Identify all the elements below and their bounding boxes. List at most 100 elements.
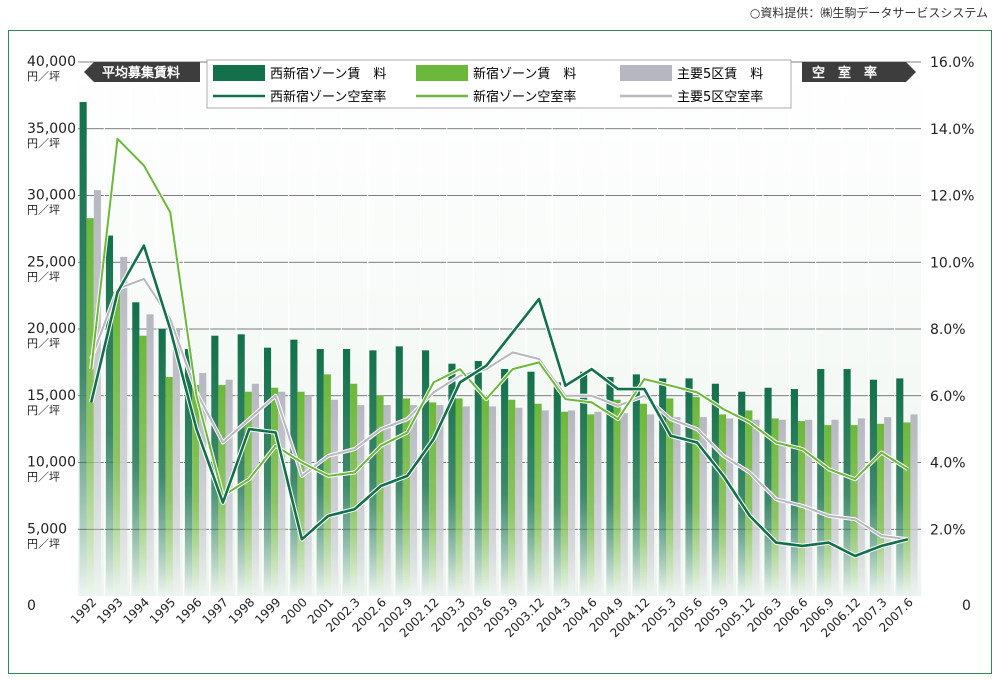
left-tick-label: 35,000: [27, 121, 76, 137]
bar-2-2007.6: [910, 414, 918, 596]
bar-0-2007.3: [869, 379, 878, 596]
bar-1-2001: [323, 374, 331, 596]
line-series-group: [88, 136, 909, 559]
left-tick-label: 5,000: [27, 521, 67, 537]
bar-2-1992: [93, 190, 101, 596]
bar-1-2006.12: [850, 425, 858, 596]
legend-label-main5-rent: 主要5区賃 料: [677, 67, 763, 82]
bar-1-2004.9: [613, 399, 621, 596]
vacancy-line-0: [89, 244, 909, 558]
right-tick-label: 10.0%: [930, 255, 974, 271]
source-note: ○資料提供：㈱生駒データサービスシステム: [749, 6, 988, 20]
x-tick-label: 1992: [68, 595, 99, 626]
bar-1-1996: [192, 385, 200, 596]
bar-2-2004.6: [594, 411, 602, 596]
left-tick-unit: 円／坪: [27, 204, 60, 217]
bar-1-2007.3: [877, 423, 885, 596]
bar-0-1994: [132, 302, 140, 596]
bar-2-1993: [120, 256, 128, 596]
left-tick-unit: 円／坪: [27, 137, 60, 150]
bar-1-2005.3: [666, 398, 674, 596]
bar-1-2007.6: [903, 422, 911, 596]
legend-swatch-main5-rent: [620, 65, 672, 81]
bar-2-2005.9: [726, 418, 734, 596]
legend-label-nishishinjuku-vacancy: 西新宿ゾーン空室率: [270, 89, 386, 105]
bar-2-2002.6: [383, 405, 391, 596]
bar-0-1998: [237, 334, 245, 596]
x-tick-label: 1995: [147, 595, 178, 626]
left-tick-unit: 円／坪: [27, 471, 60, 484]
bar-1-2003.12: [534, 403, 542, 596]
bar-2-1995: [172, 329, 180, 596]
left-tick-label: 40,000: [27, 54, 76, 70]
left-tick-unit: 円／坪: [27, 537, 60, 550]
bar-1-1994: [139, 335, 147, 596]
bar-0-2004.6: [580, 371, 588, 596]
legend-label-nishishinjuku-rent: 西新宿ゾーン賃 料: [270, 66, 386, 82]
bar-0-2002.12: [422, 350, 430, 596]
bar-0-2003.12: [527, 371, 535, 596]
x-tick-label: 1994: [120, 595, 151, 626]
bar-1-2002.3: [350, 383, 358, 596]
bar-2-2003.9: [515, 407, 523, 596]
bar-1-2004.6: [587, 414, 595, 596]
bar-0-2006.12: [843, 369, 851, 596]
right-tick-label: 12.0%: [930, 189, 974, 205]
left-tick-label: 0: [27, 598, 36, 614]
bar-2-2000: [304, 395, 312, 596]
legend-label-shinjuku-vacancy: 新宿ゾーン空室率: [473, 89, 576, 105]
bar-2-1994: [146, 314, 154, 596]
x-tick-label: 1999: [252, 595, 283, 626]
legend-swatch-nishishinjuku-rent: [213, 65, 265, 81]
bar-2-2005.6: [699, 417, 707, 596]
right-tick-label: 0: [962, 598, 971, 614]
bar-2-2004.9: [620, 413, 628, 596]
x-tick-label: 1996: [173, 595, 204, 626]
bar-2-1996: [199, 373, 207, 596]
bar-1-2006.6: [797, 421, 806, 596]
bar-1-2005.12: [745, 410, 753, 596]
bar-2-2005.3: [673, 417, 681, 596]
bar-0-1999: [263, 347, 272, 596]
bar-2-2005.12: [752, 419, 760, 596]
bar-1-1999: [271, 387, 279, 596]
bar-2-2007.3: [884, 417, 892, 596]
left-axis-title-banner: 平均募集賃料: [84, 62, 200, 82]
bar-0-2002.6: [369, 350, 377, 596]
bar-2-2003.12: [541, 410, 549, 596]
left-tick-unit: 円／坪: [27, 337, 60, 350]
bar-1-1992: [86, 218, 94, 596]
left-tick-label: 20,000: [27, 321, 76, 337]
bar-2-2002.3: [357, 405, 365, 596]
bar-0-2007.6: [896, 378, 904, 596]
right-tick-label: 8.0%: [930, 322, 966, 338]
x-tick-label: 1997: [200, 595, 231, 626]
bar-2-2001: [330, 399, 339, 596]
bar-2-2003.3: [462, 406, 470, 596]
bar-1-2002.12: [429, 402, 437, 596]
bar-0-2000: [290, 339, 298, 596]
bar-1-2005.6: [692, 397, 700, 596]
bar-2-2002.9: [409, 405, 418, 596]
bar-0-2004.3: [553, 382, 561, 596]
right-tick-label: 14.0%: [930, 122, 974, 138]
right-axis-title: 空 室 率: [812, 65, 877, 81]
left-tick-unit: 円／坪: [27, 70, 60, 83]
bar-2-2006.9: [831, 419, 839, 596]
right-tick-label: 4.0%: [930, 456, 966, 472]
bar-0-2005.12: [738, 391, 746, 596]
bar-1-2000: [297, 391, 305, 596]
bar-0-1995: [158, 329, 166, 596]
left-tick-label: 10,000: [27, 455, 76, 471]
bar-0-2003.9: [501, 369, 509, 596]
bar-0-2004.9: [606, 377, 614, 596]
bar-0-2003.6: [474, 361, 482, 596]
left-tick-unit: 円／坪: [27, 270, 60, 283]
bar-0-2006.9: [817, 369, 825, 596]
left-axis-title: 平均募集賃料: [102, 65, 180, 81]
bar-1-2002.9: [402, 398, 410, 596]
bar-2-2006.3: [778, 419, 786, 596]
x-tick-label: 1998: [226, 595, 257, 626]
bar-0-1996: [184, 349, 193, 596]
